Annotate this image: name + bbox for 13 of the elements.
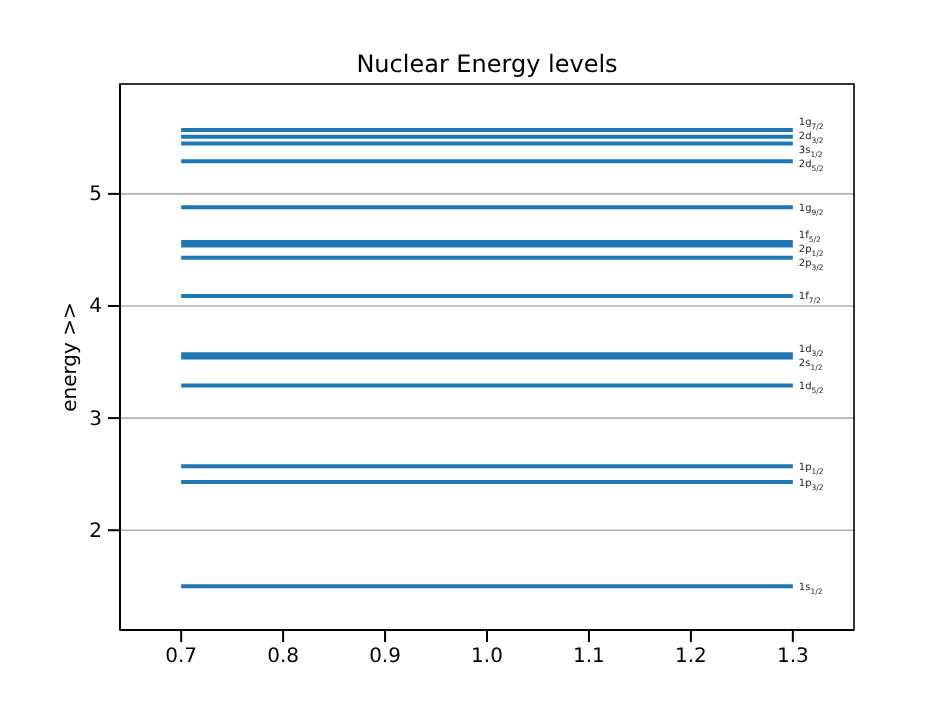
x-tick-label: 0.8 [267, 646, 300, 669]
x-tick-label: 1.0 [471, 646, 503, 669]
y-axis-title: energy >> [60, 302, 82, 412]
x-tick-label: 1.2 [674, 646, 707, 669]
x-tick-label: 1.1 [573, 646, 605, 669]
y-tick-label: 3 [89, 408, 102, 431]
y-tick-label: 5 [89, 184, 102, 207]
chart-title: Nuclear Energy levels [356, 50, 618, 78]
x-tick-label: 0.9 [369, 646, 401, 669]
y-tick-label: 2 [89, 520, 102, 543]
x-tick-label: 0.7 [165, 646, 198, 669]
x-tick-label: 1.3 [776, 646, 809, 669]
y-tick-label: 4 [89, 296, 102, 319]
